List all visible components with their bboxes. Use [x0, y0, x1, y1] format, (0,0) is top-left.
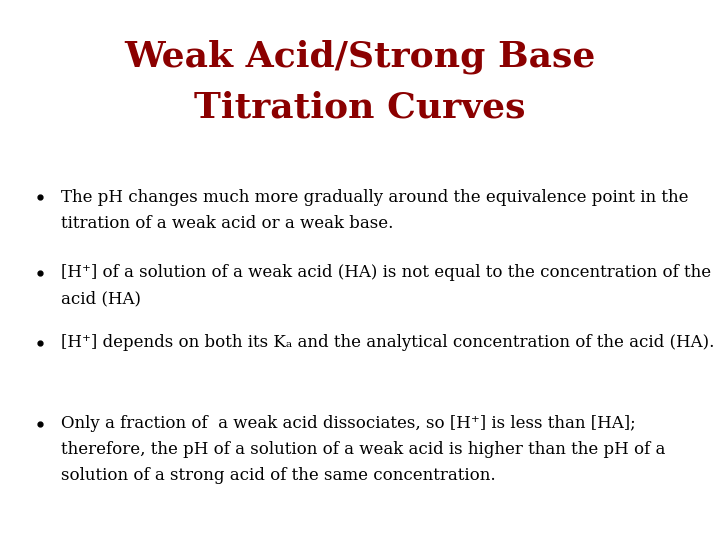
- Text: [H⁺] of a solution of a weak acid (HA) is not equal to the concentration of the: [H⁺] of a solution of a weak acid (HA) i…: [61, 264, 711, 281]
- Text: therefore, the pH of a solution of a weak acid is higher than the pH of a: therefore, the pH of a solution of a wea…: [61, 441, 665, 458]
- Text: Weak Acid/Strong Base: Weak Acid/Strong Base: [125, 39, 595, 74]
- Text: Only a fraction of  a weak acid dissociates, so [H⁺] is less than [HA];: Only a fraction of a weak acid dissociat…: [61, 415, 636, 433]
- Text: solution of a strong acid of the same concentration.: solution of a strong acid of the same co…: [61, 467, 496, 484]
- Text: [H⁺] depends on both its Kₐ and the analytical concentration of the acid (HA).: [H⁺] depends on both its Kₐ and the anal…: [61, 334, 714, 352]
- Text: acid (HA): acid (HA): [61, 290, 141, 307]
- Text: Titration Curves: Titration Curves: [194, 91, 526, 125]
- Text: The pH changes much more gradually around the equivalence point in the: The pH changes much more gradually aroun…: [61, 188, 689, 206]
- Text: titration of a weak acid or a weak base.: titration of a weak acid or a weak base.: [61, 214, 394, 232]
